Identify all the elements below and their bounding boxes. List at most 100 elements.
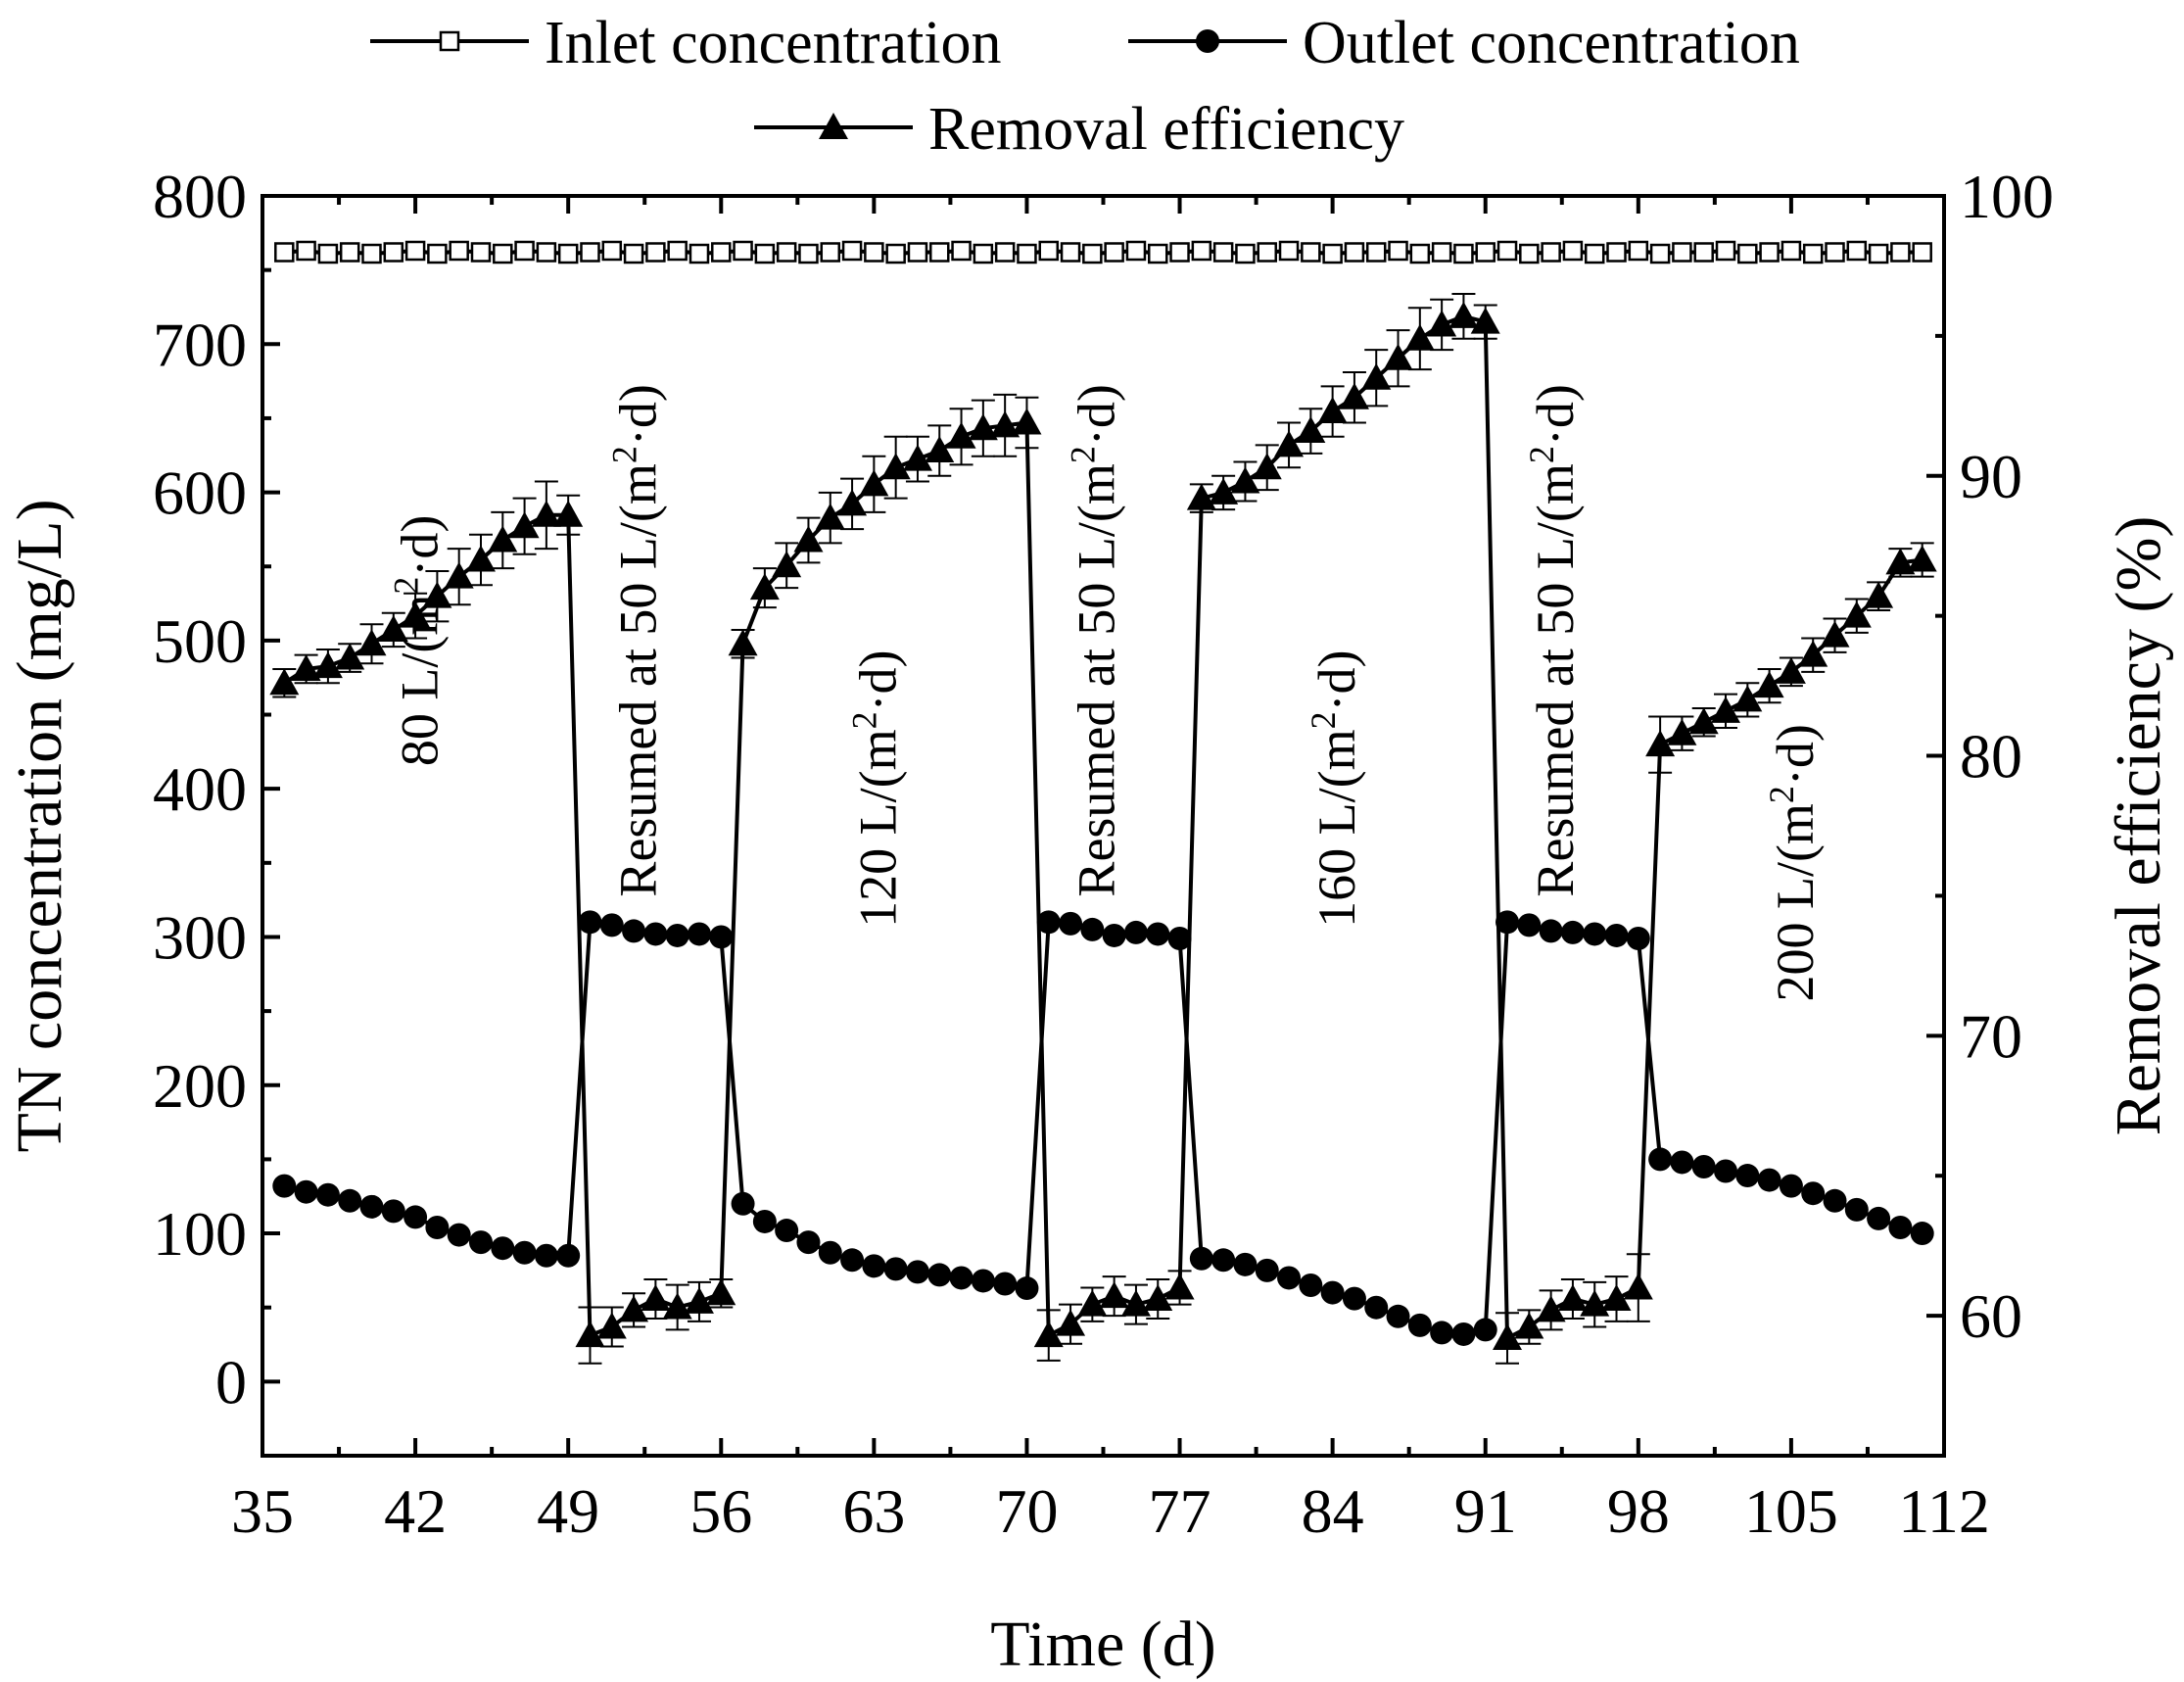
data-point (1147, 243, 1168, 264)
data-point (1296, 416, 1326, 444)
data-point (1757, 1168, 1781, 1192)
x-tick-label: 49 (537, 1476, 599, 1546)
y-tick-label: 600 (153, 458, 247, 528)
data-point (1645, 730, 1676, 757)
data-point (509, 511, 540, 539)
data-point (1496, 240, 1518, 262)
data-point (1427, 310, 1457, 337)
legend-label: Outlet concentration (1303, 10, 1800, 76)
data-point (1779, 1174, 1803, 1198)
data-point (1036, 910, 1061, 935)
data-point (841, 240, 863, 262)
x-tick-label: 42 (384, 1476, 447, 1546)
data-point (470, 242, 492, 263)
data-point (1888, 1216, 1913, 1240)
data-point (862, 1254, 886, 1278)
data-point (1274, 430, 1305, 457)
y2-tick-label: 60 (1960, 1281, 2022, 1351)
data-point (444, 561, 474, 589)
data-point (1519, 243, 1540, 264)
data-point (447, 1223, 471, 1247)
legend-item: Inlet concentration (370, 10, 1002, 76)
data-point (1317, 397, 1348, 424)
data-point (514, 240, 535, 262)
data-point (315, 1182, 340, 1207)
data-point (1012, 408, 1042, 435)
data-point (1404, 323, 1435, 351)
data-point (1844, 1197, 1869, 1222)
data-point (684, 1286, 714, 1314)
y2-tick-label: 80 (1960, 722, 2022, 792)
data-point (929, 242, 950, 263)
x-tick-label: 98 (1607, 1476, 1670, 1546)
data-point (1342, 1286, 1366, 1311)
data-point (1038, 240, 1060, 262)
data-point (731, 1191, 755, 1216)
data-point (312, 651, 343, 679)
series-inlet-concentration (274, 240, 1932, 264)
data-point (1365, 242, 1387, 263)
data-point (291, 653, 321, 681)
data-point (711, 242, 732, 263)
data-point (1102, 923, 1126, 947)
data-point (1628, 240, 1649, 262)
data-point (1648, 1147, 1673, 1172)
data-point (1473, 1318, 1497, 1342)
data-point (1735, 1164, 1760, 1188)
x-tick-label: 112 (1898, 1476, 1990, 1546)
data-point (1667, 718, 1697, 745)
data-point (553, 500, 584, 527)
data-point (580, 242, 600, 263)
data-point (1255, 1258, 1279, 1282)
data-point (733, 240, 753, 262)
data-point (1868, 243, 1889, 264)
data-point (864, 242, 884, 263)
data-point (381, 1199, 405, 1224)
legend-marker (819, 113, 848, 139)
data-point (905, 1260, 929, 1284)
data-point (601, 240, 623, 262)
y-tick-label: 300 (153, 902, 247, 972)
data-point (1846, 240, 1868, 262)
data-point (946, 421, 976, 449)
data-point (512, 1240, 537, 1265)
y2-axis-title: Removal efficiency (%) (2103, 516, 2174, 1136)
x-tick-label: 77 (1149, 1476, 1211, 1546)
x-tick-label: 105 (1744, 1476, 1838, 1546)
data-point (1235, 243, 1256, 264)
data-point (296, 240, 316, 262)
data-point (1060, 242, 1081, 263)
data-point (1448, 301, 1479, 328)
data-point (1890, 242, 1911, 263)
legend-marker (439, 30, 460, 52)
data-point (1714, 1159, 1738, 1183)
data-point (578, 910, 602, 935)
data-point (1409, 243, 1431, 264)
data-point (1056, 1309, 1086, 1336)
data-point (793, 525, 824, 553)
legend-marker (1196, 29, 1219, 53)
data-point (356, 629, 387, 656)
data-point (1562, 240, 1584, 262)
axes: 35 42 49 56 63 70 77 84 91 98 105 112 0 100 200 300 400 5… (4, 162, 2174, 1680)
data-point (1143, 1283, 1173, 1311)
data-point (401, 601, 431, 628)
data-point (339, 242, 360, 263)
data-point (335, 643, 365, 670)
data-point (902, 444, 932, 471)
y2-tick-label: 100 (1960, 162, 2054, 231)
y-tick-label: 800 (153, 162, 247, 231)
data-point (994, 242, 1016, 263)
legend-label: Removal efficiency (928, 96, 1404, 163)
data-point (796, 1230, 821, 1255)
y-tick-label: 100 (153, 1199, 247, 1269)
legend-item: Outlet concentration (1128, 10, 1800, 76)
data-point (1230, 466, 1260, 494)
series-line (283, 920, 1923, 1336)
data-point (1451, 1322, 1476, 1346)
data-point (531, 500, 561, 527)
data-point (1189, 1246, 1213, 1271)
data-point (1383, 343, 1413, 370)
data-point (404, 240, 426, 262)
series-line (283, 313, 1923, 1340)
